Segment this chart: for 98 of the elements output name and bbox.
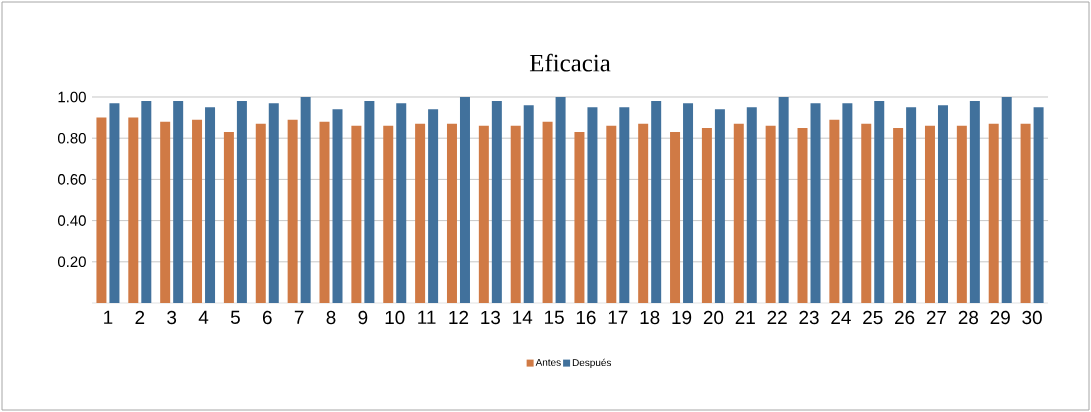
bar: [810, 103, 821, 303]
x-tick-label: 15: [544, 310, 564, 324]
bar: [906, 107, 917, 303]
bar: [701, 127, 712, 303]
x-tick-label: 29: [990, 310, 1010, 325]
bar: [160, 121, 171, 303]
bar: [746, 107, 757, 303]
bar: [351, 125, 362, 303]
x-tick-label: 12: [449, 310, 469, 324]
x-tick-label: 18: [640, 310, 660, 325]
bar: [205, 107, 216, 303]
bar: [829, 119, 840, 303]
y-tick-label: 0.20: [57, 256, 86, 268]
x-tick-label: 3: [167, 310, 177, 325]
bar: [383, 125, 394, 303]
bar: [683, 103, 694, 303]
bar: [396, 103, 407, 303]
bar: [446, 123, 457, 303]
y-tick-label: 1.00: [58, 91, 86, 103]
x-tick-label: 21: [735, 310, 755, 324]
x-tick-label: 1: [104, 310, 113, 324]
bar: [574, 132, 585, 303]
bar: [255, 123, 266, 303]
bar: [459, 97, 470, 303]
bar: [861, 123, 872, 303]
chart-title: Eficacia: [529, 53, 611, 72]
x-tick-label: 30: [1022, 310, 1042, 325]
bar: [638, 123, 649, 303]
bar: [287, 119, 298, 303]
bar: [714, 109, 725, 303]
bar: [173, 101, 184, 303]
legend-label: Después: [572, 358, 612, 369]
bar: [1020, 123, 1031, 303]
bar: [842, 103, 853, 303]
bar: [1033, 107, 1044, 303]
y-tick-label: 0.80: [57, 132, 86, 144]
bar: [300, 97, 311, 303]
bar: [223, 132, 234, 303]
x-tick-label: 7: [294, 310, 304, 324]
legend-label: Antes: [535, 358, 561, 366]
x-tick-label: 5: [230, 310, 240, 324]
bar: [268, 103, 279, 303]
y-tick-label: 0.60: [57, 174, 86, 185]
y-tick-label: 0.40: [57, 215, 86, 226]
bar: [619, 107, 630, 303]
x-tick-label: 17: [608, 310, 628, 324]
bar: [96, 117, 107, 303]
x-tick-label: 25: [863, 310, 883, 325]
bar: [874, 101, 885, 303]
bar: [956, 125, 967, 303]
bar: [428, 109, 439, 303]
bar: [1001, 97, 1012, 303]
bar: [491, 101, 502, 303]
x-tick-label: 22: [767, 310, 787, 324]
bar: [733, 123, 744, 303]
x-tick-label: 4: [198, 310, 209, 324]
bar: [478, 125, 489, 303]
bar: [141, 101, 152, 303]
bar: [937, 105, 948, 303]
x-tick-label: 6: [262, 310, 272, 325]
x-tick-label: 14: [513, 310, 533, 324]
x-tick-label: 20: [703, 310, 724, 325]
x-tick-label: 28: [958, 310, 979, 325]
bar: [651, 101, 662, 303]
bar: [542, 121, 553, 303]
bar: [109, 103, 120, 303]
x-tick-label: 13: [481, 310, 501, 325]
bar: [415, 123, 426, 303]
x-tick-label: 19: [672, 310, 692, 325]
bar: [587, 107, 598, 303]
bar: [364, 101, 375, 303]
bar: [765, 125, 776, 303]
bar: [192, 119, 203, 303]
bar: [555, 97, 566, 303]
x-tick-label: 23: [799, 310, 819, 325]
bar: [988, 123, 999, 303]
bar: [128, 117, 139, 303]
x-tick-label: 8: [326, 310, 336, 325]
bar: [778, 97, 789, 303]
bar: [893, 127, 904, 303]
x-tick-label: 11: [418, 310, 436, 324]
bar: [670, 132, 681, 303]
x-tick-label: 26: [895, 310, 915, 325]
bar: [797, 127, 808, 303]
bar: [510, 125, 521, 303]
bar: [236, 101, 247, 303]
bar: [924, 125, 935, 303]
x-tick-label: 16: [576, 310, 596, 325]
bar: [523, 105, 534, 303]
x-tick-label: 10: [385, 310, 405, 325]
bar: [606, 125, 617, 303]
bar: [969, 101, 980, 303]
x-tick-label: 24: [831, 310, 851, 324]
x-tick-label: 27: [926, 310, 947, 324]
x-tick-label: 2: [135, 310, 145, 324]
bar: [332, 109, 343, 303]
bar: [319, 121, 330, 303]
x-tick-label: 9: [358, 310, 368, 325]
